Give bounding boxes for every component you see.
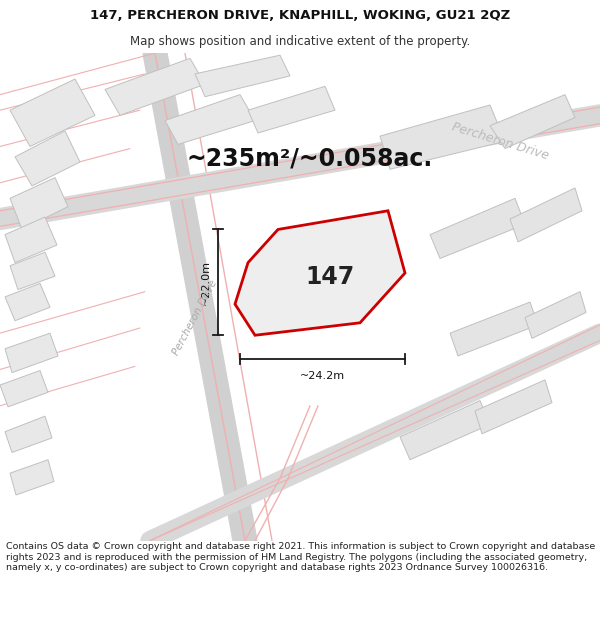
Text: Map shows position and indicative extent of the property.: Map shows position and indicative extent…: [130, 35, 470, 48]
Text: ~235m²/~0.058ac.: ~235m²/~0.058ac.: [187, 147, 433, 171]
Polygon shape: [5, 416, 52, 452]
Polygon shape: [248, 86, 335, 133]
Polygon shape: [0, 371, 48, 407]
Polygon shape: [380, 105, 505, 169]
Polygon shape: [165, 94, 255, 144]
Polygon shape: [5, 217, 57, 262]
Text: ~22.0m: ~22.0m: [201, 260, 211, 305]
Polygon shape: [510, 188, 582, 242]
Polygon shape: [195, 55, 290, 97]
Polygon shape: [430, 198, 525, 259]
Polygon shape: [5, 283, 50, 321]
Polygon shape: [235, 211, 405, 335]
Text: Percheron Drive: Percheron Drive: [171, 278, 219, 357]
Polygon shape: [450, 302, 538, 356]
Polygon shape: [15, 131, 80, 186]
Polygon shape: [105, 58, 205, 116]
Polygon shape: [10, 177, 68, 229]
Polygon shape: [490, 94, 575, 149]
Polygon shape: [10, 79, 95, 146]
Polygon shape: [10, 460, 54, 495]
Polygon shape: [475, 380, 552, 434]
Polygon shape: [525, 292, 586, 338]
Text: Percheron Drive: Percheron Drive: [450, 121, 550, 162]
Polygon shape: [5, 333, 58, 372]
Text: Contains OS data © Crown copyright and database right 2021. This information is : Contains OS data © Crown copyright and d…: [6, 542, 595, 572]
Text: 147, PERCHERON DRIVE, KNAPHILL, WOKING, GU21 2QZ: 147, PERCHERON DRIVE, KNAPHILL, WOKING, …: [90, 9, 510, 22]
Text: ~24.2m: ~24.2m: [300, 371, 345, 381]
Text: 147: 147: [305, 265, 355, 289]
Polygon shape: [400, 401, 490, 460]
Polygon shape: [10, 253, 55, 289]
